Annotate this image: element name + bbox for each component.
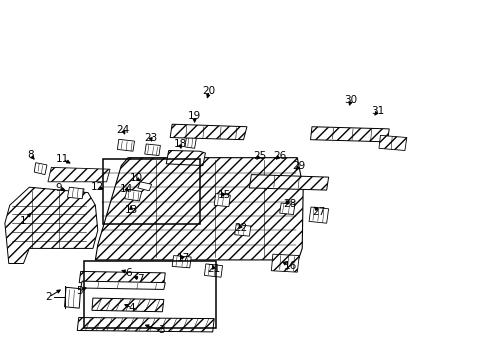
- Polygon shape: [67, 187, 84, 199]
- Text: 30: 30: [344, 95, 357, 105]
- Text: 28: 28: [282, 199, 296, 210]
- Text: 16: 16: [283, 261, 296, 271]
- Text: 11: 11: [56, 154, 69, 164]
- Text: 22: 22: [233, 222, 247, 233]
- Polygon shape: [378, 135, 406, 150]
- Polygon shape: [79, 271, 165, 284]
- Text: 13: 13: [124, 204, 138, 215]
- Text: 24: 24: [116, 125, 130, 135]
- Text: 5: 5: [76, 286, 83, 296]
- Text: 7: 7: [137, 274, 143, 284]
- Text: 31: 31: [370, 106, 384, 116]
- Text: 29: 29: [292, 161, 305, 171]
- Text: 20: 20: [203, 86, 215, 96]
- Polygon shape: [5, 187, 98, 264]
- Polygon shape: [166, 150, 205, 166]
- Text: 18: 18: [173, 139, 186, 149]
- Text: 19: 19: [187, 111, 201, 121]
- Polygon shape: [81, 281, 165, 289]
- Polygon shape: [48, 167, 110, 182]
- Text: 8: 8: [27, 150, 34, 160]
- Text: 25: 25: [253, 150, 266, 161]
- Polygon shape: [184, 135, 196, 148]
- Text: 15: 15: [217, 190, 230, 200]
- Text: 26: 26: [272, 150, 286, 161]
- Polygon shape: [34, 163, 47, 175]
- Polygon shape: [214, 194, 230, 207]
- Polygon shape: [170, 124, 246, 140]
- Polygon shape: [172, 256, 191, 268]
- Polygon shape: [308, 207, 328, 223]
- Text: 1: 1: [20, 216, 27, 226]
- Text: 27: 27: [312, 207, 325, 217]
- Polygon shape: [92, 298, 163, 312]
- Polygon shape: [204, 264, 222, 277]
- Polygon shape: [124, 189, 142, 201]
- Text: 6: 6: [124, 267, 131, 278]
- Text: 21: 21: [207, 264, 221, 274]
- Text: 17: 17: [176, 253, 190, 264]
- Polygon shape: [64, 287, 81, 308]
- Polygon shape: [271, 254, 299, 272]
- Text: 2: 2: [45, 292, 52, 302]
- Text: 14: 14: [119, 184, 133, 194]
- Bar: [84, 261, 216, 328]
- Text: 12: 12: [91, 182, 104, 192]
- Text: 10: 10: [129, 173, 142, 183]
- Text: 23: 23: [143, 132, 157, 143]
- Polygon shape: [138, 182, 151, 191]
- Polygon shape: [117, 139, 134, 151]
- Polygon shape: [95, 158, 303, 260]
- Text: 3: 3: [158, 325, 164, 336]
- Polygon shape: [249, 175, 328, 190]
- Text: 4: 4: [128, 303, 135, 313]
- Bar: [102, 159, 200, 224]
- Polygon shape: [310, 127, 388, 142]
- Polygon shape: [77, 318, 214, 332]
- Polygon shape: [234, 225, 250, 236]
- Text: 9: 9: [55, 183, 62, 193]
- Polygon shape: [144, 144, 160, 156]
- Polygon shape: [279, 203, 294, 215]
